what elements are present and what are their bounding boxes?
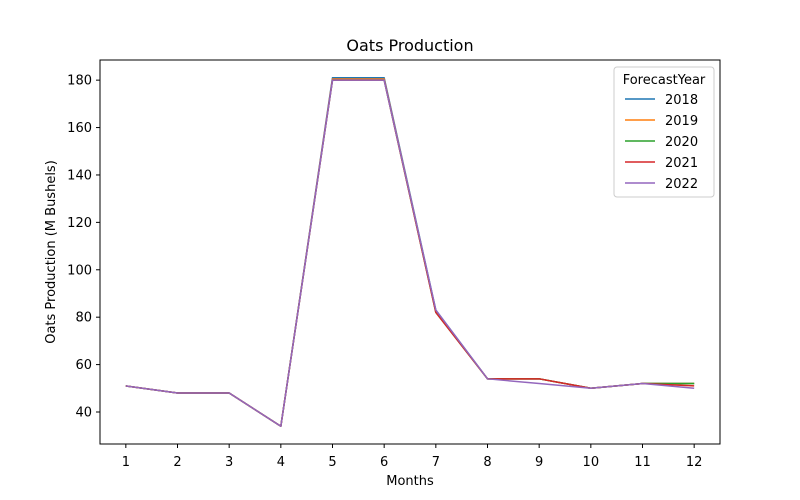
legend-label-2019: 2019 — [665, 114, 698, 129]
x-tick-label: 7 — [432, 455, 440, 470]
series-line-2019 — [125, 78, 695, 427]
y-tick-label: 60 — [75, 358, 92, 373]
legend-label-2021: 2021 — [665, 156, 698, 171]
series-line-2018 — [125, 77, 695, 427]
x-tick-label: 12 — [686, 455, 703, 470]
series-line-2020 — [125, 79, 695, 427]
y-axis-label: Oats Production (M Bushels) — [44, 160, 59, 344]
x-tick-label: 1 — [122, 455, 130, 470]
plot-area — [125, 77, 695, 427]
y-tick-label: 100 — [67, 263, 92, 278]
legend-title: ForecastYear — [623, 73, 706, 88]
legend: ForecastYear 2018 2019 2020 2021 2022 — [613, 66, 715, 198]
series-line-2022 — [125, 79, 695, 427]
x-axis-ticks: 1 2 3 4 5 6 7 8 9 10 11 12 — [122, 444, 703, 470]
x-tick-label: 5 — [328, 455, 336, 470]
x-tick-label: 8 — [483, 455, 491, 470]
x-axis-label: Months — [386, 474, 434, 489]
x-tick-label: 10 — [583, 455, 600, 470]
x-tick-label: 4 — [277, 455, 285, 470]
y-tick-label: 180 — [67, 74, 92, 89]
x-tick-label: 6 — [380, 455, 388, 470]
x-tick-label: 9 — [535, 455, 543, 470]
series-line-2021 — [125, 79, 695, 427]
y-tick-label: 120 — [67, 216, 92, 231]
y-axis-ticks: 40 60 80 100 120 140 160 180 — [67, 74, 100, 421]
x-tick-label: 3 — [225, 455, 233, 470]
y-tick-label: 80 — [75, 311, 92, 326]
y-tick-label: 40 — [75, 406, 92, 421]
x-tick-label: 2 — [173, 455, 181, 470]
chart-title: Oats Production — [346, 36, 473, 55]
x-tick-label: 11 — [634, 455, 651, 470]
plot-frame — [99, 59, 721, 445]
legend-label-2018: 2018 — [665, 93, 698, 108]
legend-label-2022: 2022 — [665, 177, 698, 192]
legend-label-2020: 2020 — [665, 135, 698, 150]
y-tick-label: 160 — [67, 121, 92, 136]
y-tick-label: 140 — [67, 168, 92, 183]
